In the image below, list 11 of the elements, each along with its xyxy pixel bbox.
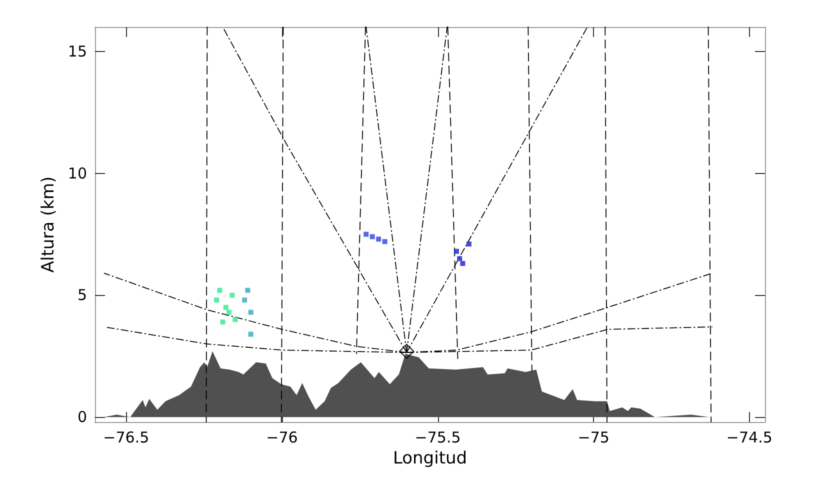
x-tick-label: −76 (266, 428, 298, 446)
x-tick-label: −76.5 (103, 428, 150, 446)
x-tick-label: −75 (578, 428, 610, 446)
y-tick-label: 5 (77, 286, 87, 304)
y-tick-label: 15 (68, 42, 87, 60)
x-tick-label: −75.5 (414, 428, 461, 446)
y-axis-title: Altura (km) (38, 176, 58, 273)
x-axis-title: Longitud (392, 448, 468, 468)
y-tick-label: 10 (68, 164, 87, 182)
y-tick-label: 0 (77, 408, 87, 426)
x-tick-label: −74.5 (726, 428, 772, 446)
